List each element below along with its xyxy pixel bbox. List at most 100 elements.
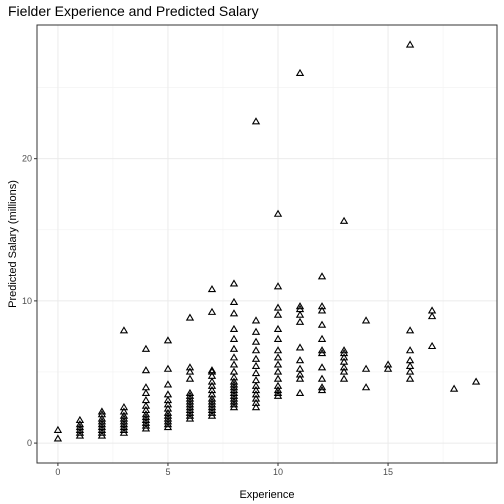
data-point xyxy=(273,374,283,382)
x-tick-label: 10 xyxy=(273,467,283,477)
data-point xyxy=(251,381,261,389)
data-point xyxy=(229,377,239,385)
data-point xyxy=(339,357,349,365)
data-point xyxy=(251,368,261,377)
data-point xyxy=(207,371,217,379)
data-point xyxy=(273,353,283,361)
data-point xyxy=(251,327,261,335)
data-point xyxy=(207,366,217,374)
data-point xyxy=(229,334,239,342)
data-point xyxy=(317,374,327,382)
data-point xyxy=(163,404,173,412)
data-point xyxy=(207,394,217,402)
data-point xyxy=(251,337,261,345)
data-point xyxy=(229,324,239,332)
data-point xyxy=(163,395,173,404)
data-point xyxy=(295,388,305,396)
data-point xyxy=(273,381,283,389)
data-point xyxy=(229,279,239,287)
data-point xyxy=(295,68,305,77)
y-tick-label: 10 xyxy=(22,296,32,306)
data-point xyxy=(383,364,393,372)
data-point xyxy=(251,316,261,324)
x-tick-label: 15 xyxy=(383,467,393,477)
data-point xyxy=(251,403,261,411)
data-point xyxy=(471,377,481,385)
y-tick-label: 0 xyxy=(27,438,32,448)
data-point xyxy=(119,411,129,419)
data-point xyxy=(295,374,305,382)
data-point xyxy=(75,420,85,428)
data-point xyxy=(427,306,437,314)
data-point xyxy=(207,307,217,315)
data-point xyxy=(361,383,371,391)
data-point xyxy=(229,309,239,317)
data-point xyxy=(273,324,283,332)
data-point xyxy=(405,367,415,375)
data-point xyxy=(295,364,305,372)
data-point xyxy=(207,381,217,389)
data-point xyxy=(273,360,283,368)
data-point xyxy=(427,312,437,320)
data-point xyxy=(251,346,261,354)
data-point xyxy=(383,360,393,368)
data-point xyxy=(405,374,415,382)
data-point xyxy=(207,385,217,394)
data-point xyxy=(163,408,173,416)
data-point xyxy=(75,415,85,424)
data-point xyxy=(317,334,327,342)
data-point xyxy=(163,390,173,398)
data-point xyxy=(141,405,151,414)
data-point xyxy=(295,302,305,310)
data-point xyxy=(317,272,327,280)
data-point xyxy=(449,384,459,392)
data-point xyxy=(295,343,305,351)
data-point xyxy=(207,377,217,385)
data-point xyxy=(185,363,195,371)
data-point xyxy=(339,363,349,371)
data-point xyxy=(141,366,151,374)
data-point xyxy=(427,341,437,350)
data-point xyxy=(273,334,283,342)
data-point xyxy=(141,395,151,404)
data-point xyxy=(163,380,173,388)
data-point xyxy=(317,346,327,354)
data-point xyxy=(229,360,239,368)
data-point xyxy=(317,306,327,314)
data-point xyxy=(317,383,327,391)
data-point xyxy=(295,370,305,378)
data-point xyxy=(405,346,415,354)
data-point xyxy=(251,394,261,402)
x-tick-label: 5 xyxy=(165,467,170,477)
data-point xyxy=(273,367,283,375)
data-point xyxy=(53,434,63,442)
data-point xyxy=(229,353,239,361)
data-point xyxy=(405,361,415,369)
data-point xyxy=(229,297,239,305)
data-point xyxy=(119,407,129,415)
y-axis-title: Predicted Salary (millions) xyxy=(7,180,19,308)
panel-border xyxy=(36,24,498,464)
data-point xyxy=(185,313,195,321)
data-point xyxy=(251,354,261,362)
chart-title: Fielder Experience and Predicted Salary xyxy=(8,3,259,19)
data-point xyxy=(361,316,371,324)
data-point xyxy=(207,390,217,398)
data-point xyxy=(273,209,283,217)
data-point xyxy=(339,353,349,361)
data-point xyxy=(317,320,327,328)
data-point xyxy=(295,317,305,325)
data-point xyxy=(273,346,283,354)
data-point xyxy=(229,367,239,375)
data-point xyxy=(251,390,261,398)
x-tick-label: 0 xyxy=(55,467,60,477)
data-point xyxy=(119,326,129,334)
data-point xyxy=(53,425,63,433)
data-point xyxy=(119,403,129,411)
data-point xyxy=(141,383,151,391)
data-point xyxy=(339,374,349,382)
data-point xyxy=(185,374,195,382)
data-point xyxy=(185,388,195,396)
data-point xyxy=(251,376,261,384)
data-point xyxy=(251,385,261,394)
